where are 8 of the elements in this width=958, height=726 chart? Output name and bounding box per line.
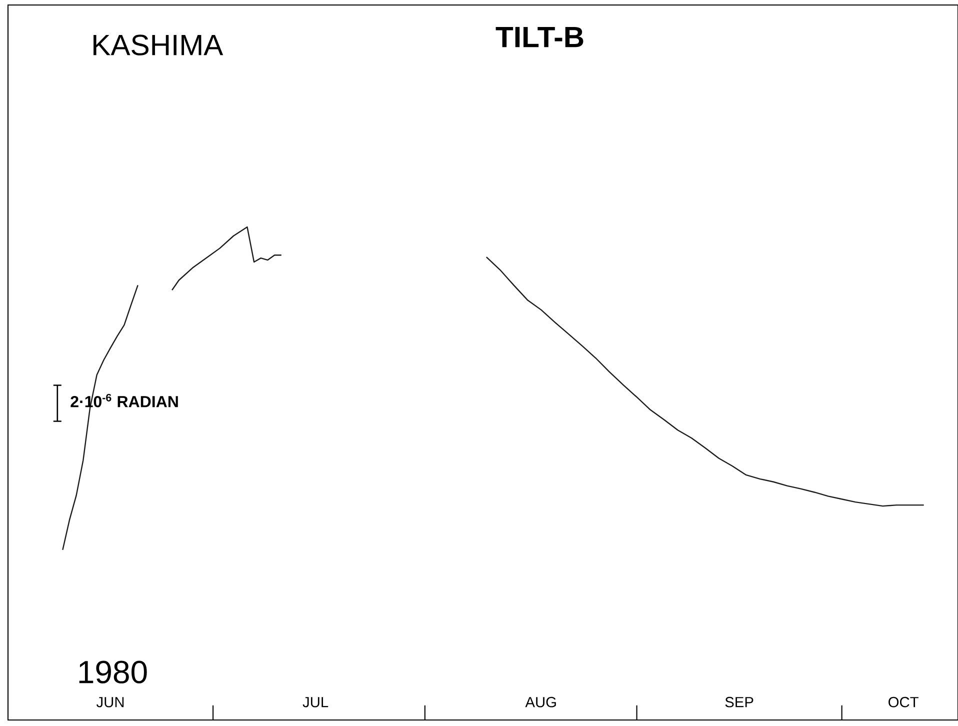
x-tick-label: OCT	[888, 696, 918, 708]
chart-title: TILT-B	[496, 26, 584, 48]
x-tick-label: JUL	[302, 697, 328, 708]
x-tick-label: AUG	[525, 696, 556, 708]
x-tick-label: JUN	[96, 697, 124, 708]
annotation: 1980	[79, 660, 147, 684]
text: KASHIMA	[94, 34, 224, 56]
x-tick-label: SEP	[725, 696, 754, 708]
